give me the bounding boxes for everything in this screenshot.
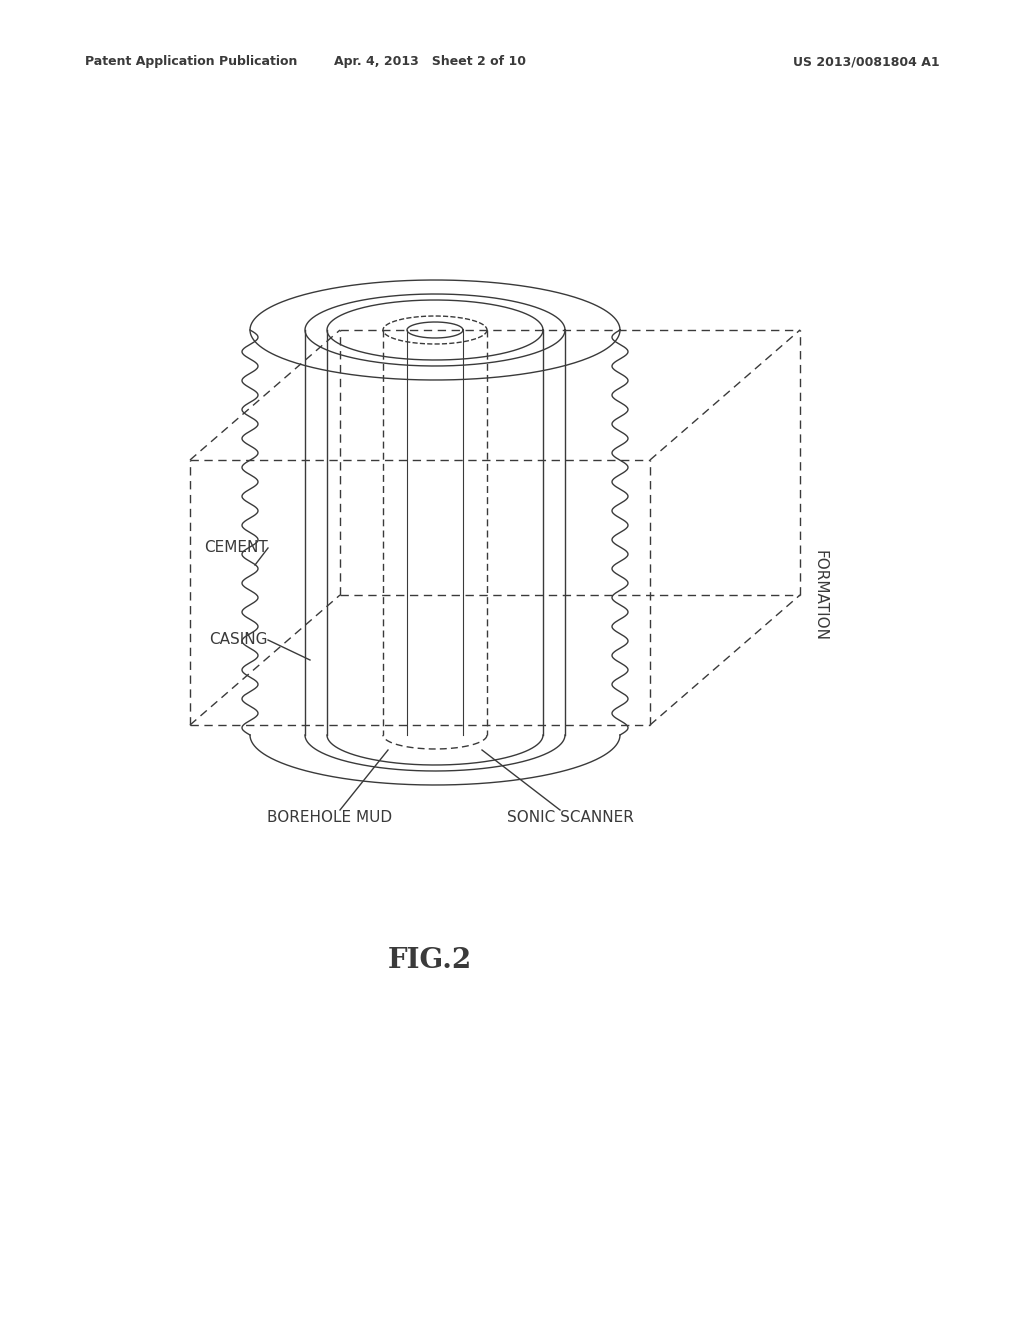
Text: FORMATION: FORMATION — [812, 549, 827, 640]
Text: BOREHOLE MUD: BOREHOLE MUD — [267, 810, 392, 825]
Text: Apr. 4, 2013   Sheet 2 of 10: Apr. 4, 2013 Sheet 2 of 10 — [334, 55, 526, 69]
Text: Patent Application Publication: Patent Application Publication — [85, 55, 297, 69]
Text: SONIC SCANNER: SONIC SCANNER — [507, 810, 634, 825]
Text: FIG.2: FIG.2 — [388, 946, 472, 974]
Text: US 2013/0081804 A1: US 2013/0081804 A1 — [794, 55, 940, 69]
Text: CEMENT: CEMENT — [204, 540, 268, 556]
Text: CASING: CASING — [210, 632, 268, 648]
